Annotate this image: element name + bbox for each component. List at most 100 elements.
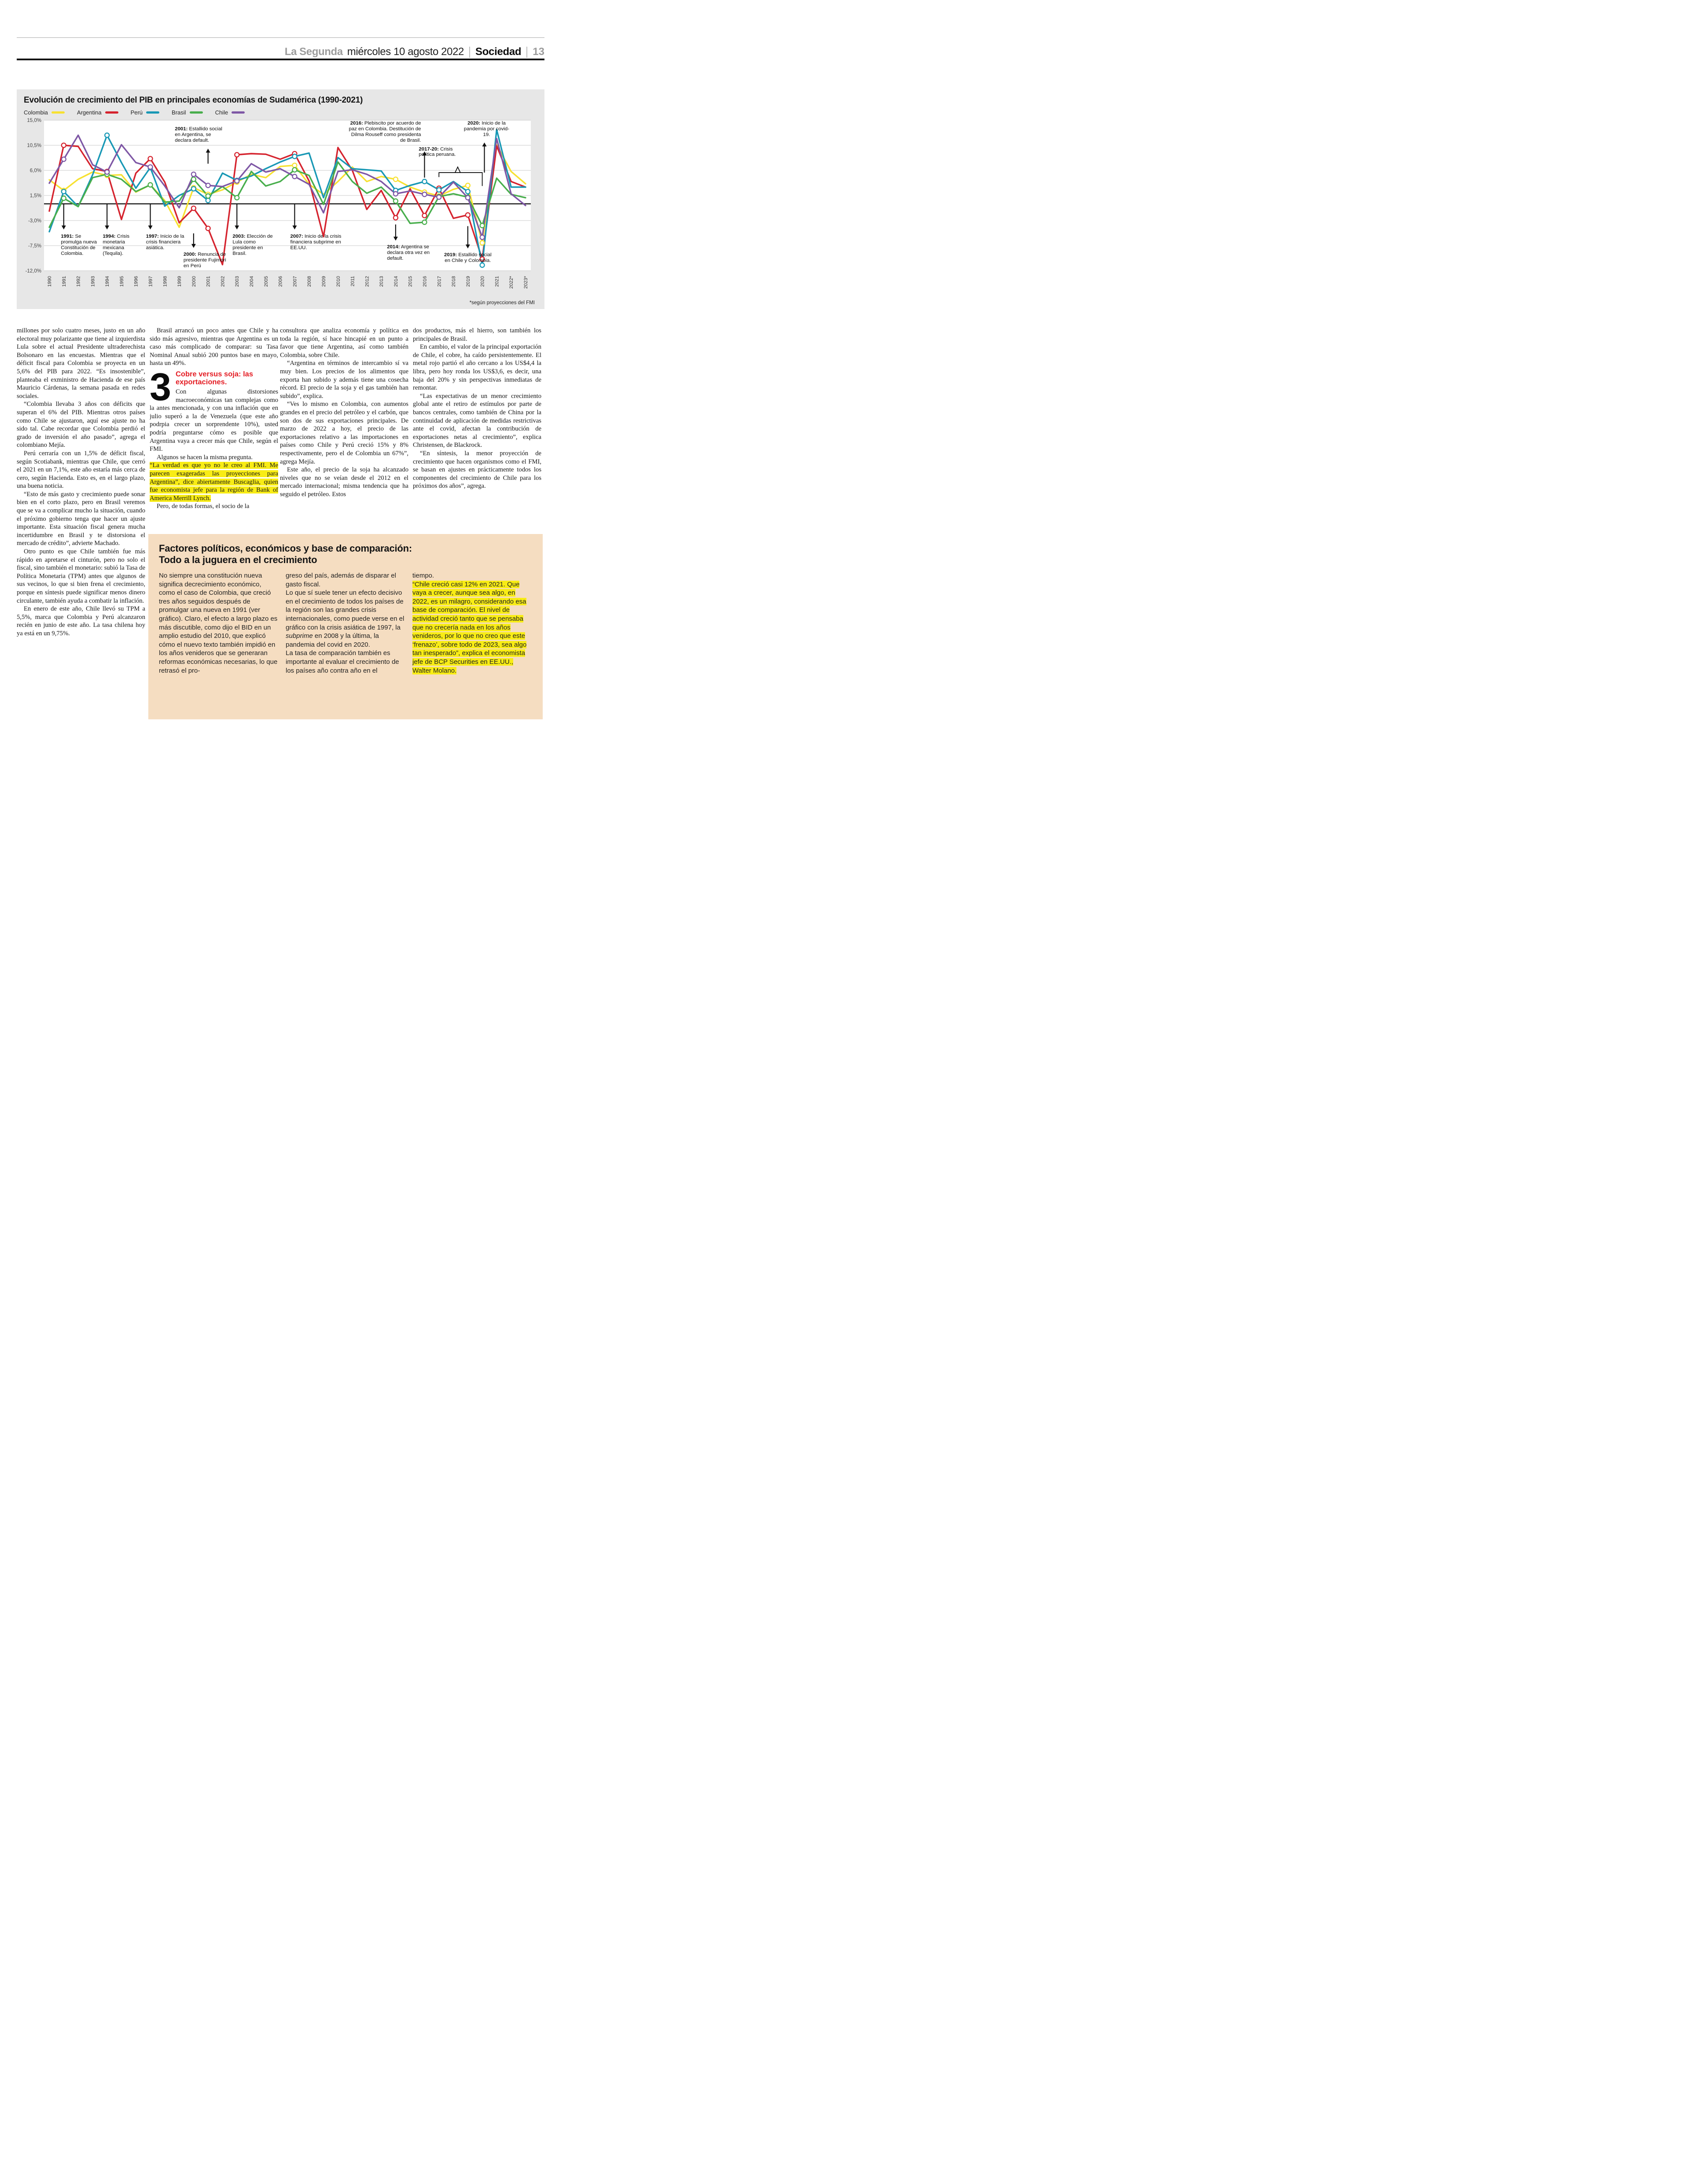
feature-box-title-line1: Factores políticos, económicos y base de…: [159, 543, 412, 554]
data-marker: [422, 219, 427, 225]
body-paragraph: Otro punto es que Chile también fue más …: [17, 548, 145, 604]
data-marker: [191, 186, 197, 192]
legend-swatch: [232, 111, 245, 114]
data-marker: [436, 187, 442, 193]
y-axis-tick-label: 1,5%: [30, 193, 41, 199]
feature-box-column-2: greso del país, además de disparar el ga…: [286, 571, 405, 713]
data-marker: [393, 177, 399, 182]
x-axis-year-label: 2006: [278, 276, 283, 287]
data-marker: [292, 167, 298, 173]
x-axis-year-label: 2004: [249, 276, 254, 287]
body-paragraph: Brasil arrancó un poco antes que Chile y…: [150, 327, 278, 367]
data-marker: [292, 154, 298, 159]
data-marker: [61, 156, 66, 162]
legend-label: Chile: [215, 109, 228, 116]
x-axis-year-label: 2001: [206, 276, 211, 287]
gdp-line-chart: 15,0% 10,5% 6,0% 1,5% -3,0% -7,5% -12,0% 1990 19…: [24, 117, 537, 293]
series-line-argentina: [48, 144, 526, 265]
y-axis-tick-label: 10,5%: [27, 143, 41, 148]
feature-box-paragraph: Lo que sí suele tener un efecto decisivo…: [286, 589, 404, 648]
x-axis-year-label: 2013: [379, 276, 384, 287]
data-marker: [147, 156, 153, 162]
data-marker: [436, 194, 442, 200]
data-marker: [61, 188, 66, 195]
legend-item: Chile: [215, 109, 245, 116]
body-paragraph: En enero de este año, Chile llevó su TPM…: [17, 605, 145, 637]
data-marker: [479, 262, 485, 268]
annotation-arrowhead: [105, 225, 110, 230]
annotation-arrowhead: [393, 236, 398, 241]
x-axis-year-label: 2014: [393, 276, 399, 287]
feature-box-paragraph: greso del país, además de disparar el ga…: [286, 572, 396, 588]
x-axis-year-label: 2005: [264, 276, 269, 287]
x-axis-year-label: 2007: [292, 276, 298, 287]
data-marker: [147, 182, 153, 188]
x-axis-year-label: 2017: [437, 276, 442, 287]
annotation-arrowhead: [206, 148, 210, 153]
data-marker: [479, 256, 485, 262]
legend-item: Brasil: [172, 109, 203, 116]
y-axis-tick-label: -7,5%: [28, 243, 41, 249]
x-axis-year-label: 2016: [422, 276, 427, 287]
legend-label: Perú: [130, 109, 143, 116]
x-axis-year-label: 2012: [364, 276, 370, 287]
body-paragraph: Pero, de todas formas, el socio de la: [157, 503, 250, 510]
body-paragraph: Con algunas distorsiones macroeconómicas…: [150, 388, 278, 453]
data-marker: [465, 183, 471, 188]
data-marker: [205, 225, 211, 231]
feature-box-title: Factores políticos, económicos y base de…: [159, 543, 532, 566]
feature-box-paragraph: La tasa de comparación también es import…: [286, 649, 399, 674]
chart-title: Evolución de crecimiento del PIB en prin…: [24, 96, 363, 105]
data-marker: [104, 169, 110, 175]
legend-label: Colombia: [24, 109, 48, 116]
annotation-arrowhead: [482, 142, 487, 147]
data-marker: [234, 152, 240, 158]
x-axis-year-label: 2002: [220, 276, 225, 287]
body-paragraph: consultora que analiza economía y políti…: [280, 327, 408, 359]
body-paragraph: dos productos, más el hierro, son tambié…: [413, 327, 541, 343]
section-number: 3: [150, 365, 171, 409]
y-axis-tick-label: 6,0%: [30, 168, 41, 173]
legend-label: Argentina: [77, 109, 102, 116]
x-axis-year-label: 2000: [191, 276, 197, 287]
data-marker: [422, 192, 427, 197]
data-marker: [292, 162, 298, 168]
body-paragraph: Perú cerraría con un 1,5% de déficit fis…: [17, 449, 145, 490]
body-paragraph: “Esto de más gasto y crecimiento puede s…: [17, 490, 145, 547]
data-marker: [465, 188, 471, 195]
x-axis-year-label: 2019: [466, 276, 471, 287]
article-column-4: dos productos, más el hierro, son tambié…: [413, 327, 541, 524]
annotation-arrowhead: [235, 225, 239, 230]
body-paragraph: Algunos se hacen la misma pregunta.: [157, 453, 253, 461]
data-marker: [465, 195, 471, 201]
data-marker: [234, 178, 240, 184]
gdp-chart-panel: Evolución de crecimiento del PIB en prin…: [17, 89, 544, 309]
annotation-arrowhead: [465, 244, 470, 249]
x-axis-year-label: 2020: [480, 276, 485, 287]
feature-box-title-line2: Todo a la juguera en el crecimiento: [159, 554, 317, 565]
masthead: La Segunda miércoles 10 agosto 2022 Soci…: [17, 40, 544, 58]
x-axis-year-label: 2011: [350, 276, 356, 287]
legend-item: Perú: [130, 109, 160, 116]
feature-box-paragraph: “Chile creció casi 12% en 2021. Que vaya…: [412, 580, 532, 675]
body-paragraph: millones por solo cuatro meses, justo en…: [17, 327, 145, 400]
x-axis-year-label: 2023*: [523, 276, 529, 288]
body-paragraph: “En síntesis, la menor proyección de cre…: [413, 449, 541, 490]
x-axis-year-label: 1995: [119, 276, 125, 287]
x-axis-year-label: 1992: [76, 276, 81, 287]
data-marker: [393, 215, 399, 221]
annotation-arrowhead: [422, 151, 427, 155]
series-line-chile: [48, 134, 526, 238]
body-paragraph: En cambio, el valor de la principal expo…: [413, 343, 541, 392]
body-paragraph: “La verdad es que yo no le creo al FMI. …: [150, 461, 278, 502]
data-marker: [191, 205, 197, 211]
masthead-divider: [526, 47, 528, 58]
issue-date: miércoles 10 agosto 2022: [347, 46, 464, 58]
highlighted-text: “Chile creció casi 12% en 2021. Que vaya…: [412, 580, 527, 674]
chart-legend: Colombia Argentina Perú Brasil Chile: [24, 109, 537, 116]
series-line-colombia: [48, 144, 526, 244]
data-marker: [191, 171, 197, 177]
y-axis-tick-label: -3,0%: [28, 218, 41, 224]
data-marker: [61, 142, 66, 148]
bracket-caret: [455, 166, 461, 173]
